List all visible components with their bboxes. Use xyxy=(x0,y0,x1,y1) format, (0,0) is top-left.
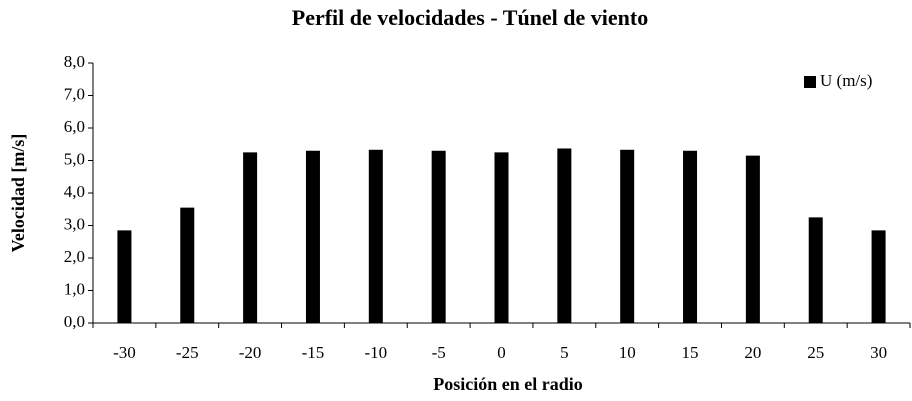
bar xyxy=(117,230,132,323)
y-tick-label: 5,0 xyxy=(64,149,85,168)
legend-swatch xyxy=(804,76,816,88)
bar xyxy=(745,155,760,323)
x-tick-label: 15 xyxy=(682,343,699,362)
y-tick-label: 3,0 xyxy=(64,214,85,233)
bar xyxy=(808,217,823,323)
y-tick-label: 7,0 xyxy=(64,84,85,103)
chart-title: Perfil de velocidades - Túnel de viento xyxy=(292,5,648,30)
bar xyxy=(494,152,509,323)
y-tick-label: 8,0 xyxy=(64,52,85,71)
x-tick-label: -10 xyxy=(364,343,387,362)
y-axis-title: Velocidad [m/s] xyxy=(8,134,28,253)
legend-label: U (m/s) xyxy=(820,71,872,90)
bar xyxy=(557,148,572,323)
y-tick-label: 4,0 xyxy=(64,182,85,201)
x-tick-label: -5 xyxy=(432,343,446,362)
x-tick-label: 20 xyxy=(744,343,761,362)
bar xyxy=(243,152,258,323)
x-tick-label: 10 xyxy=(619,343,636,362)
bar xyxy=(180,207,195,323)
x-axis-title: Posición en el radio xyxy=(433,374,583,394)
x-tick-label: -30 xyxy=(113,343,136,362)
x-tick-label: -20 xyxy=(239,343,262,362)
y-tick-label: 1,0 xyxy=(64,279,85,298)
bar xyxy=(683,150,698,323)
y-tick-label: 2,0 xyxy=(64,247,85,266)
x-tick-label: 0 xyxy=(497,343,506,362)
x-tick-label: -15 xyxy=(302,343,325,362)
bar xyxy=(871,230,886,323)
bar xyxy=(431,150,446,323)
bar xyxy=(305,150,320,323)
bar xyxy=(368,149,383,323)
x-tick-label: -25 xyxy=(176,343,199,362)
x-tick-label: 25 xyxy=(807,343,824,362)
bar xyxy=(620,149,635,323)
x-tick-label: 30 xyxy=(870,343,887,362)
y-tick-label: 0,0 xyxy=(64,312,85,331)
x-tick-label: 5 xyxy=(560,343,569,362)
y-tick-label: 6,0 xyxy=(64,117,85,136)
